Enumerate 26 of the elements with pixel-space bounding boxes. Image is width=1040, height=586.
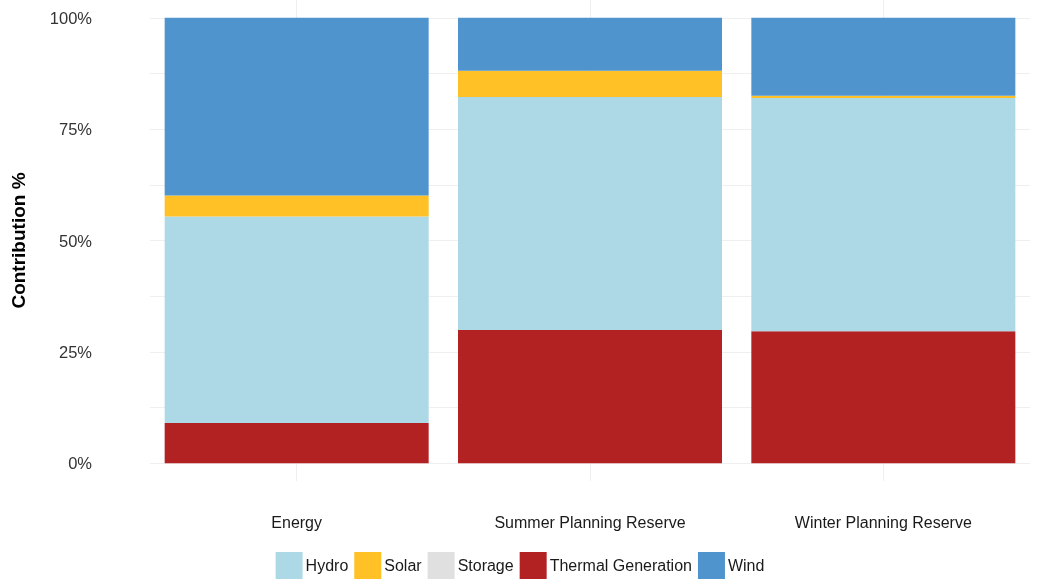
legend-label: Solar (384, 557, 423, 574)
bar (458, 97, 722, 331)
bar (751, 97, 1016, 332)
bar (164, 216, 429, 424)
x-tick-label: Summer Planning Reserve (494, 513, 686, 531)
bar (458, 330, 722, 464)
x-tick-label: Energy (271, 513, 323, 531)
y-tick-label: 0% (68, 454, 93, 473)
y-tick-label: 100% (49, 8, 93, 27)
y-tick-label: 50% (58, 231, 93, 250)
bar (751, 17, 1016, 96)
legend-label: Storage (457, 557, 514, 574)
bar (164, 17, 429, 196)
legend-label: Thermal Generation (549, 557, 692, 574)
bar (458, 17, 722, 71)
y-axis-title: Contribution % (8, 172, 29, 309)
x-tick-label: Winter Planning Reserve (794, 513, 972, 531)
legend-label: Hydro (305, 557, 349, 574)
bar (164, 195, 429, 217)
bar (164, 423, 429, 464)
bar (751, 331, 1016, 464)
bar (751, 95, 1016, 98)
legend-label: Wind (727, 557, 765, 574)
y-tick-label: 75% (58, 120, 93, 139)
bar (458, 70, 722, 98)
y-tick-label: 25% (58, 342, 93, 361)
